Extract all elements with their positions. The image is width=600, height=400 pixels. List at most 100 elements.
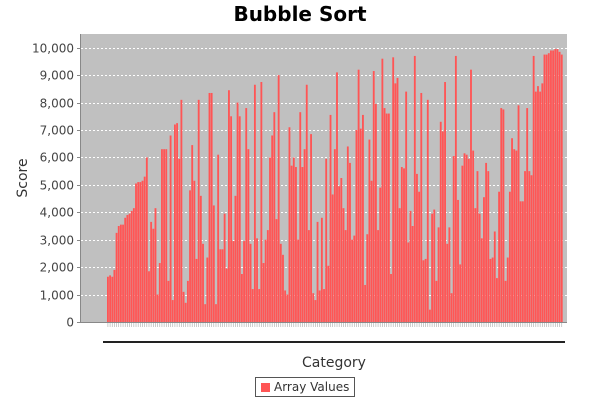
bar (500, 108, 503, 322)
bar (197, 99, 200, 322)
bar (130, 210, 133, 322)
bar (193, 180, 196, 322)
bar (156, 294, 159, 322)
bar (461, 165, 464, 322)
bar (171, 300, 174, 322)
bar (545, 54, 548, 322)
bar (316, 221, 319, 322)
bar (387, 113, 390, 322)
bar (370, 180, 373, 322)
bar (232, 241, 235, 322)
bar (396, 77, 399, 322)
bar (483, 197, 485, 322)
bar (506, 257, 509, 322)
bar (135, 183, 137, 322)
bar (243, 241, 245, 322)
bar (182, 291, 185, 322)
bar (498, 191, 501, 322)
bar (528, 171, 531, 322)
bar (338, 186, 341, 322)
bar (215, 304, 217, 322)
bar (212, 205, 215, 322)
bar (504, 280, 507, 322)
bar (362, 114, 364, 322)
bar (489, 258, 492, 322)
bar (150, 221, 153, 322)
bar (543, 54, 546, 322)
legend: Array Values (255, 377, 356, 397)
bar (394, 83, 397, 323)
bar (487, 171, 490, 322)
bar (422, 260, 425, 322)
bar (446, 243, 449, 322)
bar (383, 108, 386, 322)
bar (323, 289, 325, 322)
bar (392, 57, 395, 323)
bar (556, 49, 559, 323)
bar (364, 284, 367, 322)
bar (366, 234, 369, 322)
bar (143, 176, 146, 322)
bar (284, 290, 287, 322)
bar (470, 69, 472, 322)
bar (253, 84, 256, 323)
bar (299, 112, 302, 322)
bar (251, 289, 254, 322)
bar (476, 171, 479, 322)
bar (331, 194, 334, 322)
bar (558, 51, 561, 322)
y-tick-label: 10,000 (32, 42, 74, 56)
bar (526, 108, 529, 322)
bar (478, 213, 481, 322)
bar (310, 134, 312, 322)
bar (467, 158, 470, 322)
bar (245, 108, 248, 322)
bar (485, 162, 488, 322)
bar (141, 180, 144, 322)
bar (437, 227, 440, 322)
bar (258, 289, 261, 322)
bar (292, 157, 295, 322)
bar (314, 300, 317, 322)
bar (325, 158, 328, 322)
bar (502, 109, 505, 323)
bar (541, 83, 544, 323)
bar (550, 50, 552, 323)
bar (474, 208, 477, 322)
bar (191, 145, 194, 322)
bar (186, 280, 189, 322)
bar (463, 153, 466, 322)
bar (122, 224, 124, 322)
bar (420, 92, 423, 322)
bar (266, 230, 269, 322)
bar (113, 269, 116, 322)
x-axis-label: Category (302, 355, 366, 371)
y-tick-label: 1,000 (40, 289, 74, 303)
bar (539, 91, 542, 322)
bar (262, 263, 265, 322)
bar (327, 265, 330, 322)
bar (515, 150, 518, 322)
legend-label: Array Values (274, 380, 350, 394)
bar (282, 254, 284, 322)
bar (117, 226, 120, 322)
bar (152, 228, 155, 322)
bar (521, 201, 524, 322)
bar (547, 53, 550, 322)
bar (199, 195, 202, 322)
bar (329, 114, 332, 322)
bar (206, 257, 209, 322)
bar (307, 230, 310, 322)
bar (390, 274, 392, 322)
bar (119, 224, 122, 322)
bar (534, 91, 537, 322)
bar (169, 135, 172, 322)
bar (167, 280, 170, 322)
y-tick-label: 7,000 (40, 124, 74, 138)
bar (344, 230, 347, 322)
bar (524, 171, 526, 322)
bar (368, 139, 371, 322)
bar (418, 191, 421, 322)
bar (511, 138, 513, 322)
